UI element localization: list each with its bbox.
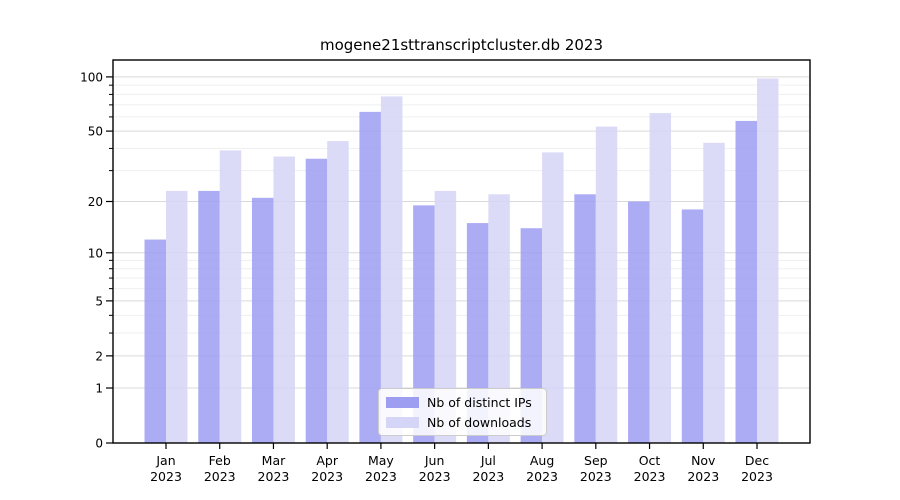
legend-label-distinct-ips: Nb of distinct IPs xyxy=(427,394,532,410)
x-tick-label-year: 2023 xyxy=(526,469,558,484)
x-tick-label-month: Aug xyxy=(530,453,554,468)
bar-dec-distinct-ips xyxy=(735,120,757,443)
plot-frame xyxy=(112,59,811,444)
x-tick-label-year: 2023 xyxy=(204,469,236,484)
x-tick-label-month: Jun xyxy=(424,453,445,468)
bar-nov-distinct-ips xyxy=(681,209,704,443)
y-tick-label: 100 xyxy=(80,70,103,84)
y-tick-label: 5 xyxy=(95,294,103,308)
x-tick-label-year: 2023 xyxy=(419,469,451,484)
bar-may-downloads xyxy=(380,96,403,444)
x-tick-label-month: Oct xyxy=(639,453,661,468)
bar-apr-downloads xyxy=(327,141,349,444)
bar-feb-downloads xyxy=(219,150,242,443)
bar-nov-downloads xyxy=(703,142,725,443)
y-tick-label: 1 xyxy=(95,382,103,396)
x-tick-label-year: 2023 xyxy=(258,469,290,484)
bar-mar-distinct-ips xyxy=(251,197,274,443)
y-tick-label: 10 xyxy=(88,246,103,260)
bar-sep-downloads xyxy=(595,126,618,443)
x-tick-label-year: 2023 xyxy=(687,469,719,484)
x-tick-label-year: 2023 xyxy=(741,469,773,484)
bar-oct-downloads xyxy=(649,113,672,444)
bar-feb-distinct-ips xyxy=(198,190,220,443)
bar-jun-downloads xyxy=(434,190,457,443)
bar-may-distinct-ips xyxy=(359,111,381,444)
bar-oct-distinct-ips xyxy=(628,201,650,443)
bar-jul-downloads xyxy=(488,194,510,443)
legend-item-distinct-ips: Nb of distinct IPs xyxy=(386,394,538,410)
legend-item-downloads: Nb of downloads xyxy=(386,414,538,430)
bar-jan-downloads xyxy=(166,190,188,443)
x-tick-label-month: Jan xyxy=(155,453,175,468)
legend-swatch-downloads xyxy=(386,416,419,428)
x-tick-label-month: May xyxy=(368,453,394,468)
x-tick-label-year: 2023 xyxy=(580,469,612,484)
bar-jun-distinct-ips xyxy=(413,205,435,443)
bar-aug-downloads xyxy=(542,152,564,443)
x-tick-label-month: Feb xyxy=(209,453,231,468)
x-tick-label-month: Nov xyxy=(691,453,716,468)
y-tick-label: 0 xyxy=(95,437,103,451)
y-tick-label: 20 xyxy=(88,195,103,209)
x-tick-label-month: Mar xyxy=(262,453,286,468)
x-tick-label-year: 2023 xyxy=(365,469,397,484)
x-tick-label-month: Apr xyxy=(316,453,338,468)
bar-mar-downloads xyxy=(273,156,295,443)
x-tick-label-month: Jul xyxy=(480,453,496,468)
x-tick-label-month: Sep xyxy=(584,453,608,468)
legend-label-downloads: Nb of downloads xyxy=(427,414,532,430)
bar-sep-distinct-ips xyxy=(574,194,596,443)
chart-title: mogene21sttranscriptcluster.db 2023 xyxy=(320,36,603,54)
x-tick-label-year: 2023 xyxy=(472,469,504,484)
y-tick-label: 50 xyxy=(88,125,103,139)
y-tick-label: 2 xyxy=(95,349,103,363)
bar-dec-downloads xyxy=(757,78,779,444)
x-tick-label-year: 2023 xyxy=(150,469,182,484)
x-tick-label-year: 2023 xyxy=(311,469,343,484)
x-tick-label-year: 2023 xyxy=(634,469,666,484)
bar-jan-distinct-ips xyxy=(144,239,166,443)
legend-swatch-distinct-ips xyxy=(386,396,419,408)
legend: Nb of distinct IPs Nb of downloads xyxy=(378,388,547,436)
bar-apr-distinct-ips xyxy=(305,158,328,443)
x-tick-label-month: Dec xyxy=(745,453,769,468)
